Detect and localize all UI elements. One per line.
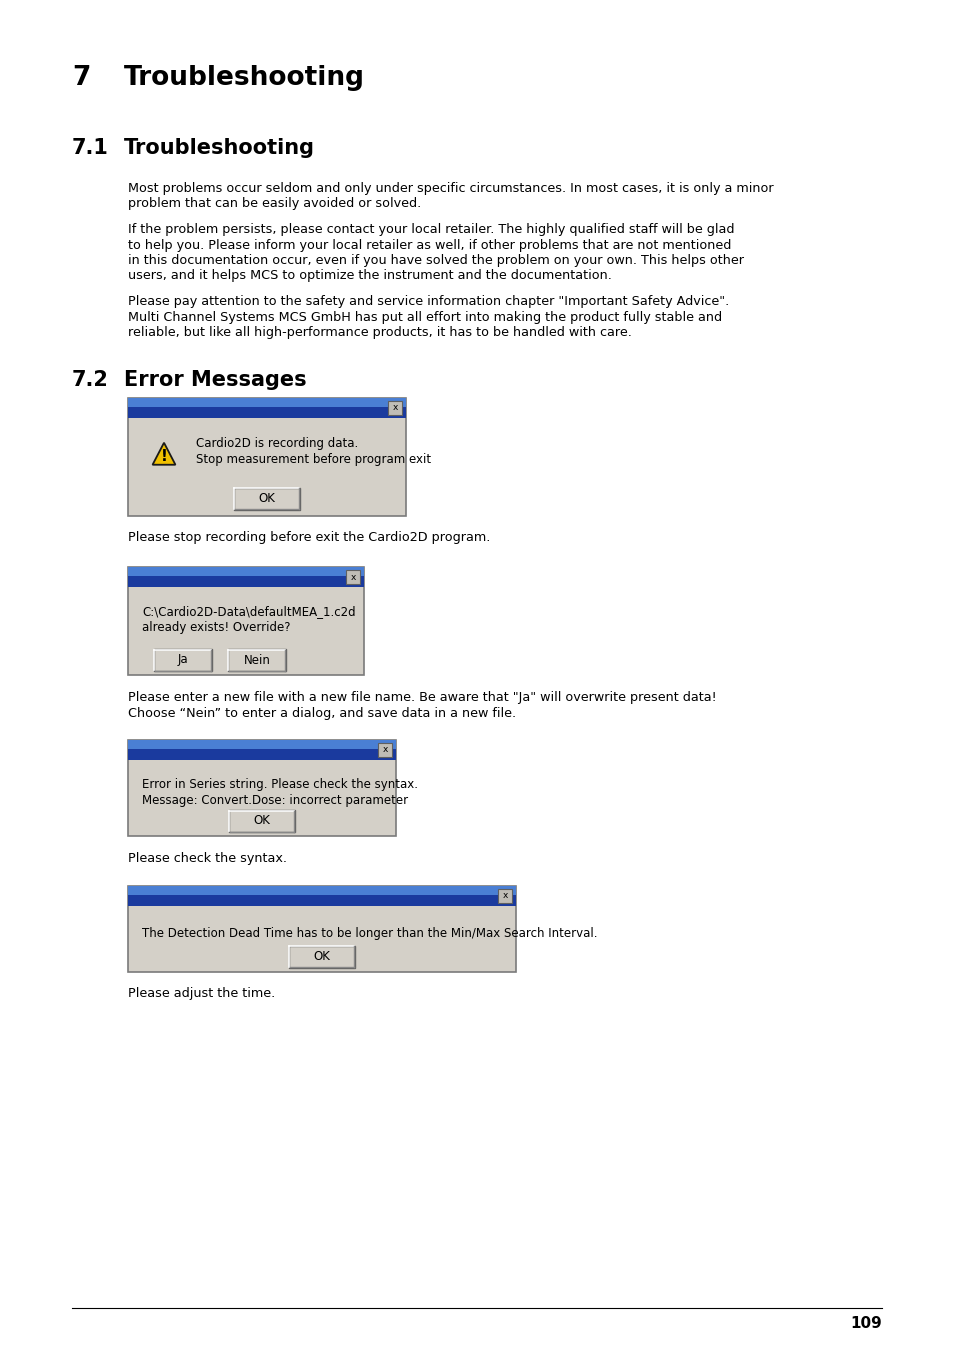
FancyBboxPatch shape <box>289 945 355 968</box>
FancyBboxPatch shape <box>128 397 406 406</box>
FancyBboxPatch shape <box>128 740 395 760</box>
FancyBboxPatch shape <box>128 397 406 417</box>
Text: Error in Series string. Please check the syntax.: Error in Series string. Please check the… <box>142 778 417 791</box>
Text: x: x <box>350 572 355 582</box>
Text: Error Messages: Error Messages <box>124 370 306 390</box>
FancyBboxPatch shape <box>153 649 212 671</box>
Text: OK: OK <box>258 491 275 505</box>
Text: Please adjust the time.: Please adjust the time. <box>128 987 275 1000</box>
FancyBboxPatch shape <box>128 886 516 972</box>
FancyBboxPatch shape <box>128 886 516 895</box>
Text: to help you. Please inform your local retailer as well, if other problems that a: to help you. Please inform your local re… <box>128 239 731 251</box>
Text: Multi Channel Systems MCS GmbH has put all effort into making the product fully : Multi Channel Systems MCS GmbH has put a… <box>128 310 721 324</box>
FancyBboxPatch shape <box>388 401 401 414</box>
Text: The Detection Dead Time has to be longer than the Min/Max Search Interval.: The Detection Dead Time has to be longer… <box>142 927 597 941</box>
Text: If the problem persists, please contact your local retailer. The highly qualifie: If the problem persists, please contact … <box>128 223 734 236</box>
FancyBboxPatch shape <box>497 888 512 903</box>
Text: Please stop recording before exit the Cardio2D program.: Please stop recording before exit the Ca… <box>128 532 490 544</box>
Text: x: x <box>502 891 507 900</box>
Text: Troubleshooting: Troubleshooting <box>124 65 365 90</box>
FancyBboxPatch shape <box>233 487 299 509</box>
Text: Choose “Nein” to enter a dialog, and save data in a new file.: Choose “Nein” to enter a dialog, and sav… <box>128 706 516 720</box>
Text: x: x <box>392 404 397 412</box>
Text: Troubleshooting: Troubleshooting <box>124 138 314 158</box>
Text: already exists! Override?: already exists! Override? <box>142 621 291 634</box>
Text: Nein: Nein <box>243 653 270 667</box>
Text: 7: 7 <box>71 65 91 90</box>
FancyBboxPatch shape <box>228 649 286 671</box>
FancyBboxPatch shape <box>346 570 359 585</box>
FancyBboxPatch shape <box>128 740 395 836</box>
Text: Please pay attention to the safety and service information chapter "Important Sa: Please pay attention to the safety and s… <box>128 296 728 308</box>
Text: OK: OK <box>253 814 270 828</box>
FancyBboxPatch shape <box>128 740 395 749</box>
Text: Please check the syntax.: Please check the syntax. <box>128 852 287 865</box>
Polygon shape <box>152 443 175 464</box>
Text: users, and it helps MCS to optimize the instrument and the documentation.: users, and it helps MCS to optimize the … <box>128 270 611 282</box>
Text: problem that can be easily avoided or solved.: problem that can be easily avoided or so… <box>128 197 421 211</box>
Text: Cardio2D is recording data.: Cardio2D is recording data. <box>195 437 358 451</box>
Text: Stop measurement before program exit: Stop measurement before program exit <box>195 454 431 467</box>
Text: reliable, but like all high-performance products, it has to be handled with care: reliable, but like all high-performance … <box>128 325 631 339</box>
Text: 109: 109 <box>849 1316 882 1331</box>
Text: C:\Cardio2D-Data\defaultMEA_1.c2d: C:\Cardio2D-Data\defaultMEA_1.c2d <box>142 605 355 618</box>
Text: !: ! <box>160 450 168 464</box>
FancyBboxPatch shape <box>128 397 406 516</box>
Text: in this documentation occur, even if you have solved the problem on your own. Th: in this documentation occur, even if you… <box>128 254 743 267</box>
Text: 7.2: 7.2 <box>71 370 109 390</box>
FancyBboxPatch shape <box>229 810 294 832</box>
Text: Please enter a new file with a new file name. Be aware that "Ja" will overwrite : Please enter a new file with a new file … <box>128 691 716 703</box>
Text: OK: OK <box>314 950 330 963</box>
Text: Most problems occur seldom and only under specific circumstances. In most cases,: Most problems occur seldom and only unde… <box>128 182 773 194</box>
FancyBboxPatch shape <box>128 567 364 576</box>
FancyBboxPatch shape <box>128 567 364 587</box>
Text: 7.1: 7.1 <box>71 138 109 158</box>
FancyBboxPatch shape <box>377 743 392 757</box>
Text: Ja: Ja <box>177 653 188 667</box>
FancyBboxPatch shape <box>128 886 516 906</box>
Text: Message: Convert.Dose: incorrect parameter: Message: Convert.Dose: incorrect paramet… <box>142 794 408 807</box>
FancyBboxPatch shape <box>128 567 364 675</box>
Text: x: x <box>382 745 387 755</box>
